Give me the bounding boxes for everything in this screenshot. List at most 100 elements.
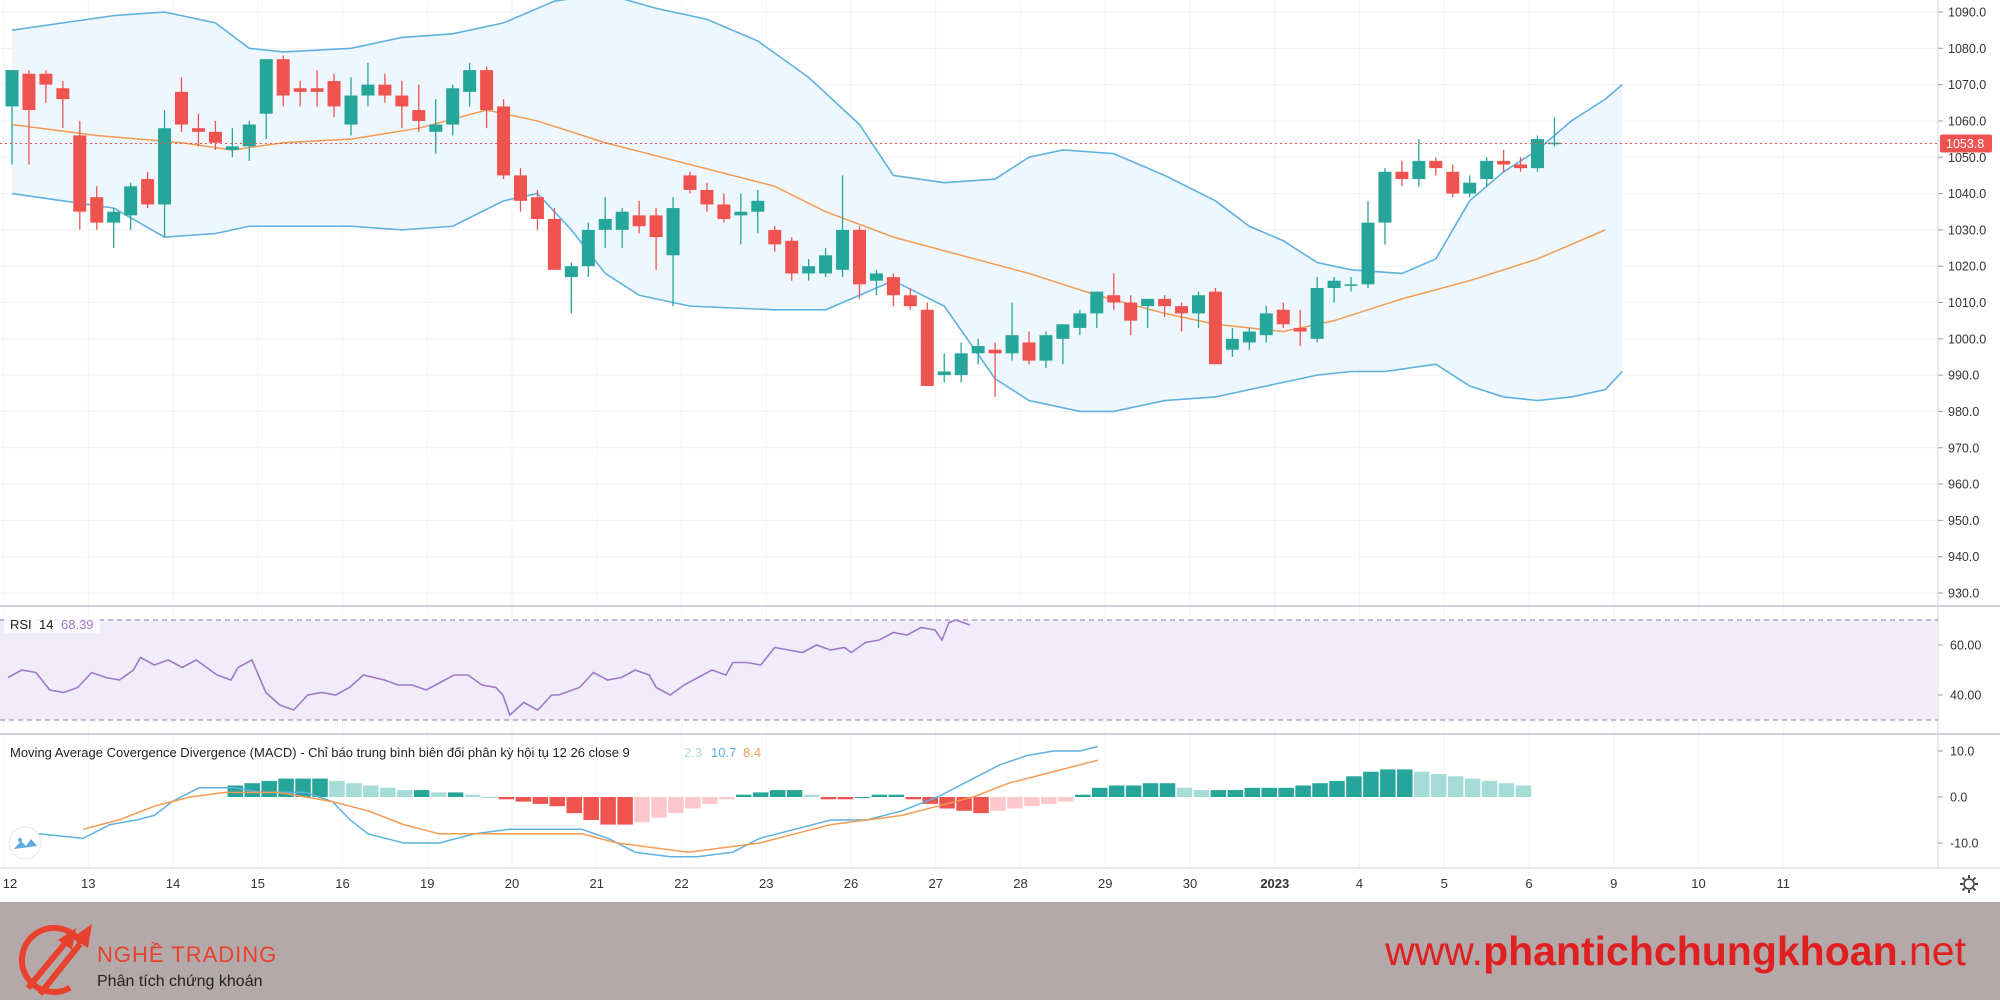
candle[interactable] [395, 80, 409, 129]
candle[interactable] [344, 77, 358, 136]
candle[interactable] [1497, 149, 1511, 172]
candles[interactable] [5, 55, 1561, 397]
candle[interactable] [1361, 200, 1375, 288]
candle[interactable] [191, 113, 205, 147]
candle[interactable] [1039, 331, 1053, 368]
macd-legend[interactable]: Moving Average Covergence Divergence (MA… [10, 745, 761, 760]
rsi-pane[interactable]: 60.00 40.00 [0, 619, 1981, 721]
candle[interactable] [1056, 324, 1070, 365]
candle[interactable] [141, 171, 155, 209]
chart-area[interactable]: 1090.0 1080.0 1070.0 1060.0 1050.0 1040.0 1030… [0, 0, 2000, 902]
candle[interactable] [1242, 327, 1256, 350]
candle[interactable] [717, 193, 731, 223]
candle[interactable] [208, 120, 222, 150]
candle[interactable] [276, 55, 290, 107]
candle[interactable] [581, 222, 595, 278]
candle[interactable] [666, 197, 680, 307]
candle[interactable] [310, 70, 324, 107]
candle[interactable] [1276, 302, 1290, 328]
candle[interactable] [446, 84, 460, 136]
candle[interactable] [412, 84, 426, 132]
candle[interactable] [1378, 168, 1392, 245]
candle[interactable] [683, 171, 697, 194]
candle[interactable] [1293, 309, 1307, 347]
candle[interactable] [649, 208, 663, 270]
candle[interactable] [530, 189, 544, 230]
candle[interactable] [869, 269, 883, 296]
candle[interactable] [39, 70, 53, 103]
candle[interactable] [615, 208, 629, 249]
candle[interactable] [1327, 277, 1341, 303]
website-url[interactable]: www.phantichchungkhoan.net [1385, 928, 1966, 975]
candle[interactable] [598, 197, 612, 249]
candle[interactable] [293, 80, 307, 107]
candle[interactable] [1480, 157, 1494, 187]
time-axis[interactable]: 12 13 14 15 16 19 20 21 22 23 26 27 28 29 30 2023 4 5 6 9 10… [0, 869, 2000, 902]
candle[interactable] [937, 353, 951, 383]
tradingview-logo-button[interactable] [8, 826, 42, 860]
candle[interactable] [5, 70, 19, 165]
candle[interactable] [1344, 277, 1358, 292]
candle[interactable] [1158, 295, 1172, 318]
candle[interactable] [480, 66, 494, 129]
candle[interactable] [90, 186, 104, 230]
candle[interactable] [497, 99, 511, 180]
candle[interactable] [175, 77, 188, 132]
candle[interactable] [327, 73, 341, 118]
candle[interactable] [700, 182, 714, 212]
candle[interactable] [751, 189, 765, 234]
candle[interactable] [819, 248, 833, 278]
candle[interactable] [514, 168, 527, 212]
candle[interactable] [1514, 157, 1528, 172]
candle[interactable] [56, 80, 70, 129]
candle[interactable] [1107, 273, 1121, 310]
candle[interactable] [836, 175, 850, 278]
candle[interactable] [1531, 135, 1544, 172]
candle[interactable] [785, 237, 799, 281]
candle[interactable] [547, 208, 561, 270]
candle[interactable] [124, 182, 138, 230]
settings-gear-icon[interactable] [1960, 875, 1978, 893]
candle[interactable] [73, 120, 87, 230]
candle[interactable] [564, 262, 578, 314]
candle[interactable] [920, 302, 934, 387]
candle[interactable] [225, 128, 239, 158]
candle[interactable] [107, 208, 121, 249]
pane-dividers[interactable] [0, 605, 2000, 869]
candle[interactable] [954, 342, 968, 383]
candle[interactable] [1259, 306, 1273, 343]
candle[interactable] [853, 226, 866, 299]
candle[interactable] [1005, 302, 1019, 361]
candle[interactable] [1208, 287, 1222, 365]
candle[interactable] [632, 200, 646, 234]
candle[interactable] [1547, 117, 1561, 147]
candle[interactable] [1463, 175, 1477, 198]
candle[interactable] [1310, 277, 1324, 343]
candle[interactable] [242, 120, 256, 161]
candle[interactable] [22, 70, 36, 165]
candle[interactable] [1073, 309, 1087, 336]
candle[interactable] [1141, 298, 1155, 328]
candle[interactable] [1395, 160, 1409, 187]
candle[interactable] [429, 99, 443, 154]
candle[interactable] [1446, 164, 1460, 198]
candle[interactable] [802, 258, 816, 281]
rsi-legend[interactable]: RSI 14 68.39 [4, 615, 100, 633]
candle[interactable] [1412, 139, 1426, 187]
candle[interactable] [259, 59, 273, 140]
candle[interactable] [361, 62, 375, 107]
candle[interactable] [1192, 291, 1205, 328]
candle[interactable] [1090, 291, 1104, 328]
candle[interactable] [734, 193, 748, 245]
candle[interactable] [768, 226, 782, 252]
candle[interactable] [886, 273, 900, 307]
candle[interactable] [988, 342, 1002, 397]
macd-pane[interactable]: 10.0 0.0 -10.0 [38, 745, 1979, 858]
candle[interactable] [158, 110, 172, 238]
candlestick-chart[interactable]: 1090.01080.01070.01060.01050.01040.01030… [0, 0, 2000, 902]
candle[interactable] [971, 338, 985, 365]
candle[interactable] [1175, 302, 1189, 332]
candle[interactable] [463, 62, 477, 107]
candle[interactable] [903, 287, 917, 310]
candle[interactable] [1225, 327, 1239, 357]
